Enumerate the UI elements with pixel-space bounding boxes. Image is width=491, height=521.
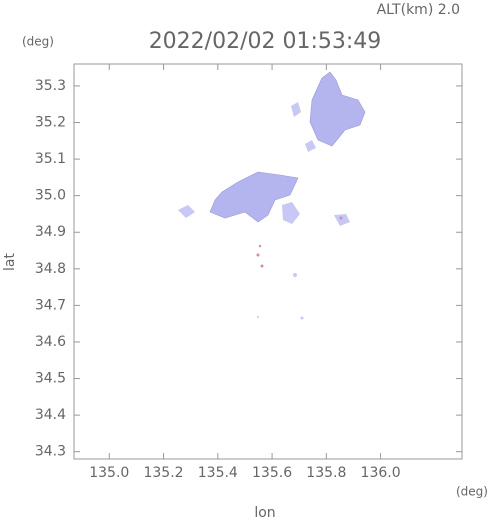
echo-region (209, 171, 299, 223)
y-tick-label: 34.3 (35, 444, 66, 460)
y-tick-label: 35.3 (35, 78, 66, 94)
echoes (178, 71, 366, 320)
x-tick-label: 135.4 (198, 465, 238, 481)
echo-dot (257, 316, 259, 318)
chart-title: 2022/02/02 01:53:49 (149, 29, 382, 54)
x-tick-label: 136.0 (361, 465, 401, 481)
x-tick-label: 135.0 (89, 465, 129, 481)
echo-region (282, 202, 300, 224)
x-tick-label: 135.2 (143, 465, 183, 481)
echo-dot (258, 244, 262, 248)
echo-dot (339, 216, 343, 220)
y-tick-label: 34.8 (35, 261, 66, 277)
echo-region (291, 102, 301, 117)
y-unit: (deg) (22, 35, 54, 49)
echo-region (305, 140, 316, 152)
x-unit: (deg) (456, 485, 488, 499)
chart-subtitle: ALT(km) 2.0 (377, 2, 460, 18)
x-tick-label: 135.6 (252, 465, 292, 481)
y-tick-label: 34.4 (35, 407, 66, 423)
echo-region (309, 71, 366, 147)
y-tick-label: 34.6 (35, 334, 66, 350)
y-tick-label: 34.5 (35, 371, 66, 387)
x-axis-label: lon (254, 505, 275, 521)
y-axis-label: lat (2, 253, 18, 271)
echo-dot (260, 264, 264, 268)
echo-dot (300, 316, 304, 320)
y-tick-label: 34.9 (35, 224, 66, 240)
echo-dot (293, 273, 297, 277)
x-tick-label: 135.8 (306, 465, 346, 481)
echo-region (334, 214, 350, 226)
plot-frame (73, 63, 463, 460)
echo-region (178, 205, 195, 218)
y-tick-label: 34.7 (35, 297, 66, 313)
y-tick-label: 35.0 (35, 188, 66, 204)
y-tick-label: 35.1 (35, 151, 66, 167)
echo-dot (256, 253, 260, 257)
y-tick-label: 35.2 (35, 115, 66, 131)
